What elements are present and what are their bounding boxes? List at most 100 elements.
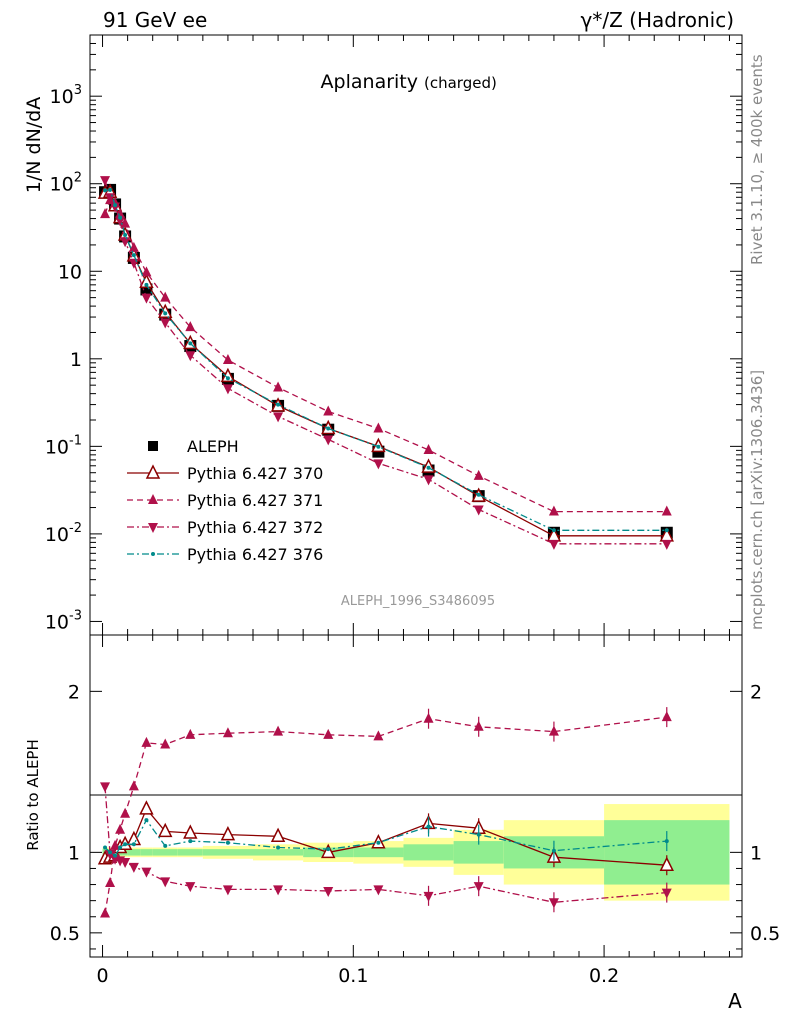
ratio-point [185,728,196,739]
band-inner [140,849,153,856]
legend-label: ALEPH [187,437,239,456]
ytick-label: 10-1 [45,433,82,458]
ratio-ytick-label: 2 [68,681,80,703]
ratio-point [160,877,171,888]
mcplots-label: mcplots.cern.ch [arXiv:1306.3436] [748,370,766,630]
ratio-point [115,823,126,834]
band-inner [253,849,304,856]
main-axis-ticks: 10-3 10-2 10-1 1 10 102 103 [45,34,742,635]
data-point [113,203,118,208]
header-right: γ*/Z (Hadronic) [581,8,734,32]
ratio-point [664,839,669,844]
ratio-point [188,839,193,844]
band-inner [453,841,504,864]
data-point [373,422,384,433]
analysis-watermark: ALEPH_1996_S3486095 [341,594,495,609]
data-point [473,469,484,480]
series-line [104,179,667,545]
series-1 [97,183,674,542]
ratio-point [185,882,196,893]
data-point [120,217,131,228]
ratio-point [160,738,171,749]
ratio-point [120,807,131,818]
data-point [120,237,131,248]
data-point [473,505,484,516]
ratio-point [473,882,484,893]
ytick-label: 10-3 [45,608,82,633]
ratio-series-1 [100,707,672,918]
data-point [188,341,193,346]
ratio-ytick-label-right: 2 [750,681,762,703]
main-subtitle: (charged) [424,74,497,92]
ratio-point [123,842,128,847]
xtick-label: 0.1 [338,965,368,987]
data-point [115,216,126,227]
ytick-label: 103 [50,83,82,108]
series-2 [100,194,672,516]
ratio-point [323,886,334,897]
series-3 [100,176,672,550]
data-point [115,208,126,219]
data-point [108,187,113,192]
data-point [185,321,196,332]
main-panel: 10-3 10-2 10-1 1 10 102 103 Aplanarity (charge… [23,34,743,636]
data-point [141,266,152,277]
ratio-point [659,856,674,871]
ratio-series-2 [100,782,672,913]
ratio-point [273,725,284,736]
ratio-ytick-label-right: 1 [750,842,762,864]
data-point [476,492,481,497]
data-point [376,444,381,449]
legend-marker [148,523,158,533]
data-point [100,208,111,219]
data-point [103,188,108,193]
ratio-point [423,712,434,723]
data-point [144,282,149,287]
ratio-point [141,867,152,878]
series-0 [99,183,673,539]
data-point [225,376,230,381]
data-point [423,475,434,486]
ratio-series [97,707,674,918]
series-line [104,191,667,537]
ratio-point [661,888,672,899]
ratio-point [376,840,381,845]
data-point [128,241,139,252]
data-point [273,381,284,392]
legend-marker [151,552,155,556]
data-point [664,528,669,533]
xtick-label: 0 [96,965,108,987]
ratio-point [163,843,168,848]
data-point [163,311,168,316]
data-point [222,384,233,395]
legend-label: Pythia 6.427 370 [187,464,323,483]
series-4 [103,187,669,533]
ratio-point [183,824,198,839]
ratio-point [661,711,672,722]
ratio-point [144,818,149,823]
ratio-point [103,845,108,850]
ratio-point [373,730,384,741]
data-point [131,253,136,258]
data-point [160,318,171,329]
data-point [123,232,128,237]
data-point [222,353,233,364]
data-point [185,351,196,362]
ratio-point [222,885,233,896]
ratio-ytick-label: 1 [68,842,80,864]
legend-label: Pythia 6.427 376 [187,545,323,564]
band-inner [403,844,454,861]
data-point [423,443,434,454]
data-point [373,459,384,470]
ratio-ytick-label-right: 0.5 [750,923,780,945]
ratio-frame [89,634,743,958]
band-inner [127,849,141,856]
ratio-ytick-label: 0.5 [50,923,80,945]
legend-marker [148,494,158,504]
data-point [326,426,331,431]
main-ylabel: 1/N dN/dA [23,97,45,193]
ratio-point [225,840,230,845]
data-point [100,176,111,187]
ratio-point [551,848,556,853]
ytick-label: 102 [50,171,82,196]
